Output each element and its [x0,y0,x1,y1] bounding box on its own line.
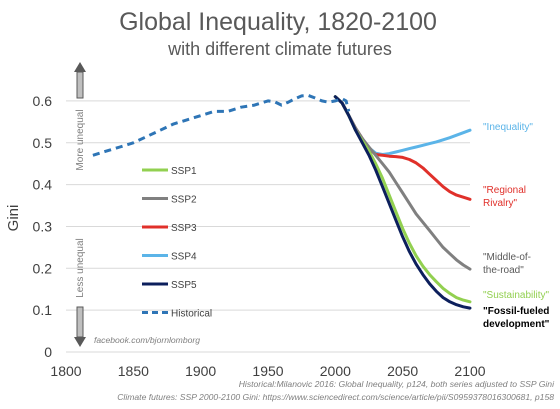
legend-label-historical: Historical [171,309,212,320]
x-tick-label: 2050 [387,363,418,379]
series-line-ssp2 [333,95,472,271]
y-tick-label: 0.5 [33,135,53,151]
less-unequal-label: Less unequal [75,238,86,298]
annotation-4-line-0: "Fossil-fueled [483,306,549,317]
credit-text: facebook.com/bjornlomborg [94,335,200,345]
x-tick-label: 1900 [185,363,216,379]
y-tick-label: 0.3 [33,218,53,234]
y-tick-label: 0 [44,344,52,360]
source-line-1: Historical:Milanovic 2016: Global Inequa… [239,379,555,389]
x-tick-label: 1950 [252,363,283,379]
series-annotations: "Inequality" "Regional Rivalry" "Middle-of-… [483,122,550,330]
chart-title: Global Inequality, 1820-2100 [119,8,437,36]
y-tick-label: 0.4 [33,177,53,193]
legend-label-ssp2: SSP2 [171,195,197,206]
y-tick-label: 0.6 [33,93,53,109]
annotation-0-line-0: "Inequality" [483,122,533,133]
annotation-4-line-1: development" [483,319,550,330]
y-axis-label: Gini [5,205,22,232]
x-tick-label: 1800 [50,363,81,379]
axes: 0 0.1 0.2 0.3 0.4 0.5 0.6 1800 1850 1900 1950 2000 2… [33,93,486,379]
x-tick-label: 1850 [118,363,149,379]
x-tick-label: 2100 [454,363,485,379]
annotation-2-line-1: the-road" [483,265,524,276]
x-tick-label: 2000 [320,363,351,379]
series-lines [92,94,472,310]
annotation-2-line-0: "Middle-of- [483,252,531,263]
annotation-3-line-0: "Sustainability" [483,290,549,301]
series-line-ssp3 [333,95,472,201]
series-line-ssp5 [333,95,472,310]
legend: SSP1 SSP2 SSP3 SSP4 SSP5 Historical [142,166,212,320]
down-arrow-icon [74,337,86,347]
more-unequal-label: More unequal [75,109,86,170]
legend-label-ssp5: SSP5 [171,280,197,291]
legend-label-ssp1: SSP1 [171,166,197,177]
side-indicators: More unequal Less unequal [74,62,86,347]
up-arrow-shaft [76,71,84,99]
series-line-historical [92,94,351,157]
up-arrow-icon [74,62,86,72]
annotation-1-line-0: "Regional [483,185,526,196]
y-tick-label: 0.2 [33,260,53,276]
down-arrow-shaft [76,306,84,338]
legend-label-ssp4: SSP4 [171,252,197,263]
annotation-1-line-1: Rivalry" [483,198,518,209]
y-tick-label: 0.1 [33,302,53,318]
chart-subtitle: with different climate futures [167,39,392,59]
source-line-2: Climate futures: SSP 2000-2100 Gini: htt… [117,392,554,402]
legend-label-ssp3: SSP3 [171,223,197,234]
